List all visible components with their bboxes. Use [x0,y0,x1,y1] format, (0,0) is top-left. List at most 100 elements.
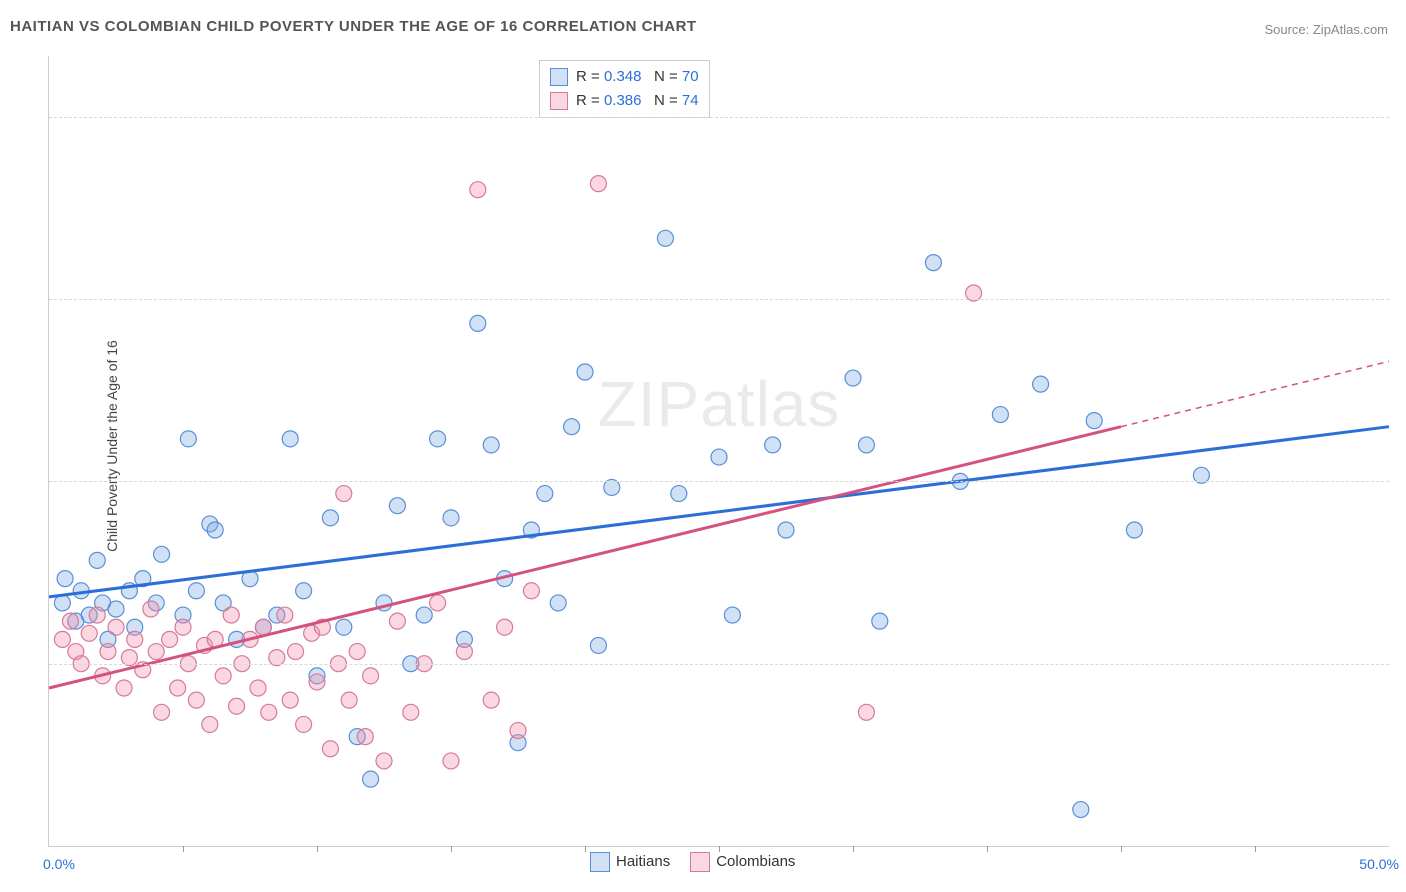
series-swatch [590,852,610,872]
legend-label: Colombians [716,853,795,870]
scatter-point [778,522,794,538]
trend-line [49,427,1121,688]
scatter-point [564,419,580,435]
x-axis-min-label: 0.0% [43,856,75,872]
scatter-point [858,704,874,720]
scatter-point [416,607,432,623]
scatter-point [215,668,231,684]
x-tick [317,846,318,852]
scatter-point [89,552,105,568]
scatter-point [497,619,513,635]
scatter-point [154,546,170,562]
scatter-point [100,644,116,660]
scatter-point [389,613,405,629]
scatter-point [175,619,191,635]
scatter-point [357,729,373,745]
scatter-point [456,644,472,660]
scatter-point [57,571,73,587]
trend-line-dashed [1121,361,1389,426]
scatter-point [363,771,379,787]
scatter-point [282,692,298,708]
source-label: Source: ZipAtlas.com [1264,22,1388,37]
scatter-point [180,431,196,447]
scatter-point [296,716,312,732]
scatter-point [430,595,446,611]
scatter-point [724,607,740,623]
scatter-point [925,255,941,271]
gridline-h [49,117,1389,118]
scatter-point [127,631,143,647]
scatter-point [261,704,277,720]
chart-title: HAITIAN VS COLOMBIAN CHILD POVERTY UNDER… [10,18,697,35]
x-tick [1121,846,1122,852]
scatter-point [1126,522,1142,538]
scatter-point [470,315,486,331]
x-tick [585,846,586,852]
scatter-point [188,583,204,599]
x-axis-max-label: 50.0% [1359,856,1399,872]
scatter-point [148,644,164,660]
scatter-point [671,486,687,502]
scatter-point [483,437,499,453]
scatter-point [282,431,298,447]
scatter-point [845,370,861,386]
scatter-point [170,680,186,696]
series-swatch [690,852,710,872]
scatter-point [590,637,606,653]
scatter-point [143,601,159,617]
scatter-point [202,716,218,732]
legend-label: Haitians [616,853,670,870]
scatter-point [443,510,459,526]
scatter-point [322,741,338,757]
scatter-point [765,437,781,453]
x-tick [853,846,854,852]
scatter-point [376,753,392,769]
scatter-point [223,607,239,623]
scatter-point [207,522,223,538]
scatter-point [108,619,124,635]
scatter-point [858,437,874,453]
legend-item: Haitians [590,852,670,872]
scatter-point [577,364,593,380]
gridline-h [49,481,1389,482]
scatter-point [550,595,566,611]
scatter-point [992,407,1008,423]
scatter-point [336,486,352,502]
x-tick [451,846,452,852]
scatter-point [389,498,405,514]
scatter-point [1086,413,1102,429]
scatter-svg [49,56,1389,846]
scatter-point [349,644,365,660]
scatter-point [116,680,132,696]
x-tick [1255,846,1256,852]
gridline-h [49,664,1389,665]
scatter-point [510,723,526,739]
scatter-point [108,601,124,617]
scatter-point [872,613,888,629]
series-legend: Haitians Colombians [590,852,795,872]
x-tick [183,846,184,852]
scatter-point [162,631,178,647]
scatter-point [277,607,293,623]
scatter-point [1033,376,1049,392]
scatter-point [229,698,245,714]
gridline-h [49,299,1389,300]
scatter-point [296,583,312,599]
scatter-point [657,230,673,246]
scatter-point [711,449,727,465]
scatter-point [81,625,97,641]
scatter-point [288,644,304,660]
scatter-point [1073,802,1089,818]
scatter-point [54,631,70,647]
legend-item: Colombians [690,852,795,872]
scatter-point [336,619,352,635]
scatter-point [322,510,338,526]
scatter-point [363,668,379,684]
scatter-point [62,613,78,629]
scatter-point [470,182,486,198]
scatter-point [537,486,553,502]
scatter-point [188,692,204,708]
plot-area: ZIPatlas R = 0.348 N = 70R = 0.386 N = 7… [48,56,1389,847]
scatter-point [590,176,606,192]
x-tick [987,846,988,852]
